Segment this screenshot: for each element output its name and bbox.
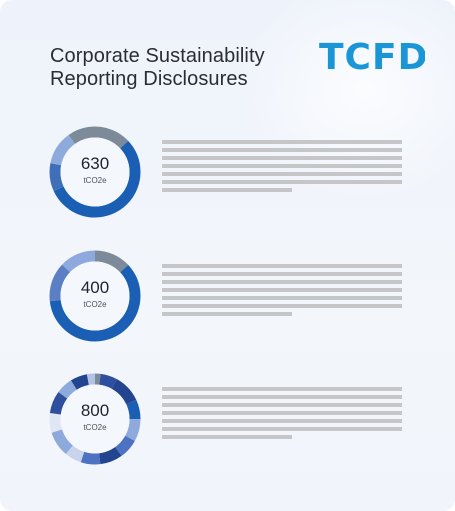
placeholder-line (162, 272, 402, 276)
placeholder-line (162, 188, 292, 192)
title-line-2: Reporting Disclosures (50, 68, 248, 90)
tcfd-logo-mark: TCFD (319, 37, 427, 78)
placeholder-line (162, 140, 402, 144)
placeholder-line (162, 156, 402, 160)
metric-value: 800 (80, 401, 110, 420)
metric-row: 630 tCO2e (49, 126, 409, 222)
placeholder-line (162, 419, 402, 423)
placeholder-line (162, 395, 402, 399)
placeholder-line (162, 280, 402, 284)
placeholder-line (162, 403, 402, 407)
donut-segment (49, 373, 141, 465)
donut-segment (49, 373, 141, 465)
donut-segment (49, 250, 141, 342)
donut-ring (49, 373, 141, 465)
metric-row: 800 tCO2e (49, 373, 409, 469)
metric-unit: tCO2e (83, 423, 107, 432)
metric-value: 630 (80, 154, 110, 173)
donut-segment (49, 126, 141, 218)
placeholder-line (162, 312, 292, 316)
placeholder-line (162, 264, 402, 268)
donut-segment (49, 373, 141, 465)
donut-chart: 630 tCO2e (49, 126, 141, 218)
placeholder-line (162, 180, 402, 184)
donut-ring (49, 250, 141, 342)
page-title: Corporate Sustainability Reporting Discl… (50, 45, 265, 91)
donut-ring (49, 126, 141, 218)
tcfd-logo-text: TCFD (319, 37, 425, 76)
placeholder-line (162, 288, 402, 292)
metric-row: 400 tCO2e (49, 250, 409, 346)
donut-segment (49, 126, 141, 218)
placeholder-line (162, 435, 292, 439)
placeholder-line (162, 411, 402, 415)
text-placeholder-lines (162, 264, 402, 320)
donut-center (60, 261, 130, 331)
text-placeholder-lines (162, 140, 402, 196)
placeholder-line (162, 148, 402, 152)
donut-segment (49, 250, 141, 342)
donut-center (60, 384, 130, 454)
placeholder-line (162, 164, 402, 168)
placeholder-line (162, 296, 402, 300)
donut-chart: 400 tCO2e (49, 250, 141, 342)
tcfd-logo: TCFD (319, 36, 427, 85)
metric-value: 400 (80, 278, 110, 297)
donut-segment (49, 373, 141, 465)
text-placeholder-lines (162, 387, 402, 443)
donut-chart: 800 tCO2e (49, 373, 141, 465)
placeholder-line (162, 427, 402, 431)
donut-segment (49, 126, 141, 218)
metric-unit: tCO2e (83, 176, 107, 185)
placeholder-line (162, 304, 402, 308)
metric-unit: tCO2e (83, 300, 107, 309)
title-line-1: Corporate Sustainability (50, 45, 265, 67)
donut-segment (49, 250, 141, 342)
placeholder-line (162, 172, 402, 176)
donut-center (60, 137, 130, 207)
placeholder-line (162, 387, 402, 391)
